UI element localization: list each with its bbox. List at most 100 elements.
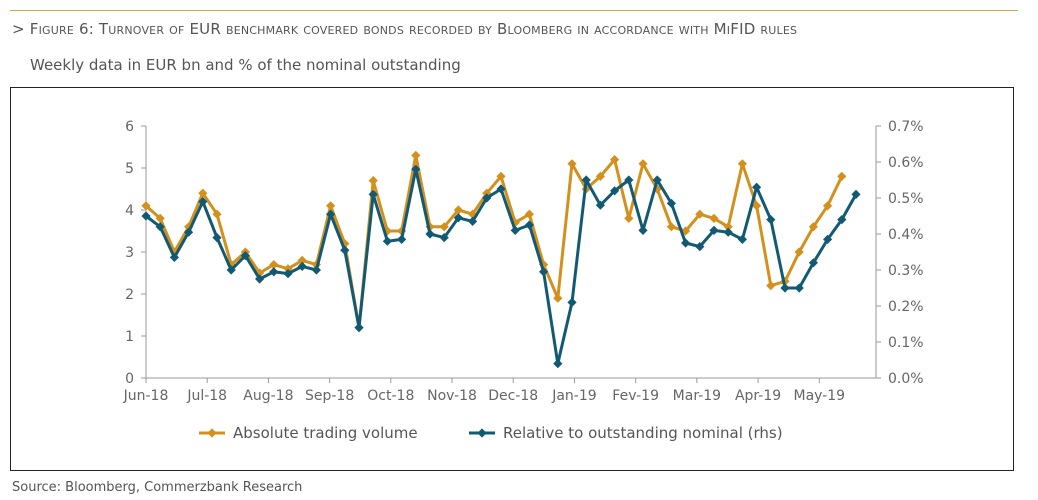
y-right-tick-label: 0.2% bbox=[888, 299, 924, 315]
data-point-relative-to-outstanding-nominal-rhs bbox=[766, 215, 776, 225]
x-tick-label: Aug-18 bbox=[243, 388, 293, 404]
data-point-relative-to-outstanding-nominal-rhs bbox=[709, 225, 719, 235]
chart-subtitle: Weekly data in EUR bn and % of the nomin… bbox=[30, 56, 461, 74]
data-point-absolute-trading-volume bbox=[411, 150, 421, 160]
x-tick-label: Mar-19 bbox=[673, 388, 721, 404]
x-tick-label: Fev-19 bbox=[612, 388, 659, 404]
data-point-relative-to-outstanding-nominal-rhs bbox=[226, 265, 236, 275]
data-point-absolute-trading-volume bbox=[652, 184, 662, 194]
data-point-absolute-trading-volume bbox=[553, 293, 563, 303]
data-point-relative-to-outstanding-nominal-rhs bbox=[354, 323, 364, 333]
y-right-tick-label: 0.0% bbox=[888, 371, 924, 387]
legend-layer: Absolute trading volume Relative to outst… bbox=[199, 424, 783, 442]
data-point-relative-to-outstanding-nominal-rhs bbox=[837, 215, 847, 225]
x-tick-label: May-19 bbox=[793, 388, 845, 404]
data-point-relative-to-outstanding-nominal-rhs bbox=[638, 225, 648, 235]
data-point-relative-to-outstanding-nominal-rhs bbox=[482, 193, 492, 203]
data-point-absolute-trading-volume bbox=[666, 222, 676, 232]
legend-swatch-marker-absolute-trading-volume bbox=[207, 428, 217, 438]
y-left-tick-label: 5 bbox=[125, 161, 134, 177]
data-point-absolute-trading-volume bbox=[766, 281, 776, 291]
data-point-absolute-trading-volume bbox=[752, 201, 762, 211]
data-point-absolute-trading-volume bbox=[439, 222, 449, 232]
data-point-relative-to-outstanding-nominal-rhs bbox=[752, 182, 762, 192]
data-point-absolute-trading-volume bbox=[397, 226, 407, 236]
data-point-relative-to-outstanding-nominal-rhs bbox=[212, 233, 222, 243]
data-point-absolute-trading-volume bbox=[794, 247, 804, 257]
x-tick-label: Dec-18 bbox=[488, 388, 538, 404]
top-rule bbox=[10, 10, 1018, 11]
data-point-relative-to-outstanding-nominal-rhs bbox=[340, 245, 350, 255]
x-tick-label: Apr-19 bbox=[735, 388, 781, 404]
data-point-absolute-trading-volume bbox=[524, 209, 534, 219]
data-point-relative-to-outstanding-nominal-rhs bbox=[439, 233, 449, 243]
x-tick-label: Jun-18 bbox=[123, 388, 169, 404]
data-point-relative-to-outstanding-nominal-rhs bbox=[524, 220, 534, 230]
y-left-tick-label: 3 bbox=[125, 245, 134, 261]
data-point-relative-to-outstanding-nominal-rhs bbox=[794, 283, 804, 293]
data-point-absolute-trading-volume bbox=[496, 171, 506, 181]
data-point-relative-to-outstanding-nominal-rhs bbox=[823, 234, 833, 244]
data-point-absolute-trading-volume bbox=[155, 213, 165, 223]
data-point-absolute-trading-volume bbox=[468, 209, 478, 219]
y-left-tick-label: 4 bbox=[125, 203, 134, 219]
chart-frame: 0 1 2 3 4 5 6 0.0% 0.1% 0.2% 0.3% 0.4% 0.5% 0.6% 0.7% J… bbox=[10, 87, 1014, 471]
data-point-relative-to-outstanding-nominal-rhs bbox=[652, 175, 662, 185]
data-point-absolute-trading-volume bbox=[837, 171, 847, 181]
data-point-absolute-trading-volume bbox=[326, 201, 336, 211]
data-point-absolute-trading-volume bbox=[212, 209, 222, 219]
data-point-absolute-trading-volume bbox=[198, 188, 208, 198]
data-point-absolute-trading-volume bbox=[723, 222, 733, 232]
source-note: Source: Bloomberg, Commerzbank Research bbox=[12, 480, 303, 495]
data-point-absolute-trading-volume bbox=[823, 201, 833, 211]
data-point-relative-to-outstanding-nominal-rhs bbox=[468, 216, 478, 226]
data-point-relative-to-outstanding-nominal-rhs bbox=[382, 236, 392, 246]
data-point-absolute-trading-volume bbox=[737, 159, 747, 169]
data-point-relative-to-outstanding-nominal-rhs bbox=[510, 225, 520, 235]
y-left-tick-label: 6 bbox=[125, 119, 134, 135]
data-point-relative-to-outstanding-nominal-rhs bbox=[567, 297, 577, 307]
data-point-absolute-trading-volume bbox=[510, 218, 520, 228]
data-point-absolute-trading-volume bbox=[368, 176, 378, 186]
y-right-tick-label: 0.6% bbox=[888, 155, 924, 171]
data-point-absolute-trading-volume bbox=[808, 222, 818, 232]
data-point-absolute-trading-volume bbox=[453, 205, 463, 215]
data-point-absolute-trading-volume bbox=[610, 155, 620, 165]
legend-label-relative-to-outstanding-nominal-rhs: Relative to outstanding nominal (rhs) bbox=[503, 424, 783, 442]
y-left-tick-label: 2 bbox=[125, 287, 134, 303]
data-point-relative-to-outstanding-nominal-rhs bbox=[666, 198, 676, 208]
figure-title: > Figure 6: Turnover of EUR benchmark co… bbox=[12, 20, 798, 38]
x-tick-label: Sep-18 bbox=[305, 388, 354, 404]
series-line-absolute-trading-volume bbox=[145, 153, 844, 330]
data-point-relative-to-outstanding-nominal-rhs bbox=[780, 283, 790, 293]
y-right-tick-label: 0.5% bbox=[888, 191, 924, 207]
data-point-relative-to-outstanding-nominal-rhs bbox=[808, 258, 818, 268]
data-point-relative-to-outstanding-nominal-rhs bbox=[581, 175, 591, 185]
data-point-absolute-trading-volume bbox=[638, 159, 648, 169]
series-layer bbox=[141, 150, 861, 369]
x-tick-label: Oct-18 bbox=[367, 388, 414, 404]
data-point-relative-to-outstanding-nominal-rhs bbox=[610, 186, 620, 196]
data-point-relative-to-outstanding-nominal-rhs bbox=[681, 238, 691, 248]
data-point-absolute-trading-volume bbox=[482, 188, 492, 198]
data-point-absolute-trading-volume bbox=[567, 159, 577, 169]
data-point-absolute-trading-volume bbox=[141, 201, 151, 211]
data-point-relative-to-outstanding-nominal-rhs bbox=[184, 227, 194, 237]
data-point-relative-to-outstanding-nominal-rhs bbox=[539, 267, 549, 277]
data-point-relative-to-outstanding-nominal-rhs bbox=[269, 267, 279, 277]
y-left-tick-label: 1 bbox=[125, 329, 134, 345]
data-point-relative-to-outstanding-nominal-rhs bbox=[198, 197, 208, 207]
data-point-relative-to-outstanding-nominal-rhs bbox=[411, 164, 421, 174]
y-left-tick-label: 0 bbox=[125, 371, 134, 387]
data-point-relative-to-outstanding-nominal-rhs bbox=[553, 359, 563, 369]
data-point-relative-to-outstanding-nominal-rhs bbox=[624, 175, 634, 185]
data-point-relative-to-outstanding-nominal-rhs bbox=[397, 234, 407, 244]
x-tick-label: Jul-18 bbox=[186, 388, 227, 404]
data-point-relative-to-outstanding-nominal-rhs bbox=[255, 274, 265, 284]
data-point-relative-to-outstanding-nominal-rhs bbox=[737, 234, 747, 244]
axes-layer: 0 1 2 3 4 5 6 0.0% 0.1% 0.2% 0.3% 0.4% 0.5% 0.6% 0.7% J… bbox=[123, 119, 924, 404]
line-chart: 0 1 2 3 4 5 6 0.0% 0.1% 0.2% 0.3% 0.4% 0.5% 0.6% 0.7% J… bbox=[123, 119, 924, 442]
y-right-tick-label: 0.3% bbox=[888, 263, 924, 279]
x-tick-label: Jan-19 bbox=[551, 388, 596, 404]
data-point-relative-to-outstanding-nominal-rhs bbox=[851, 189, 861, 199]
